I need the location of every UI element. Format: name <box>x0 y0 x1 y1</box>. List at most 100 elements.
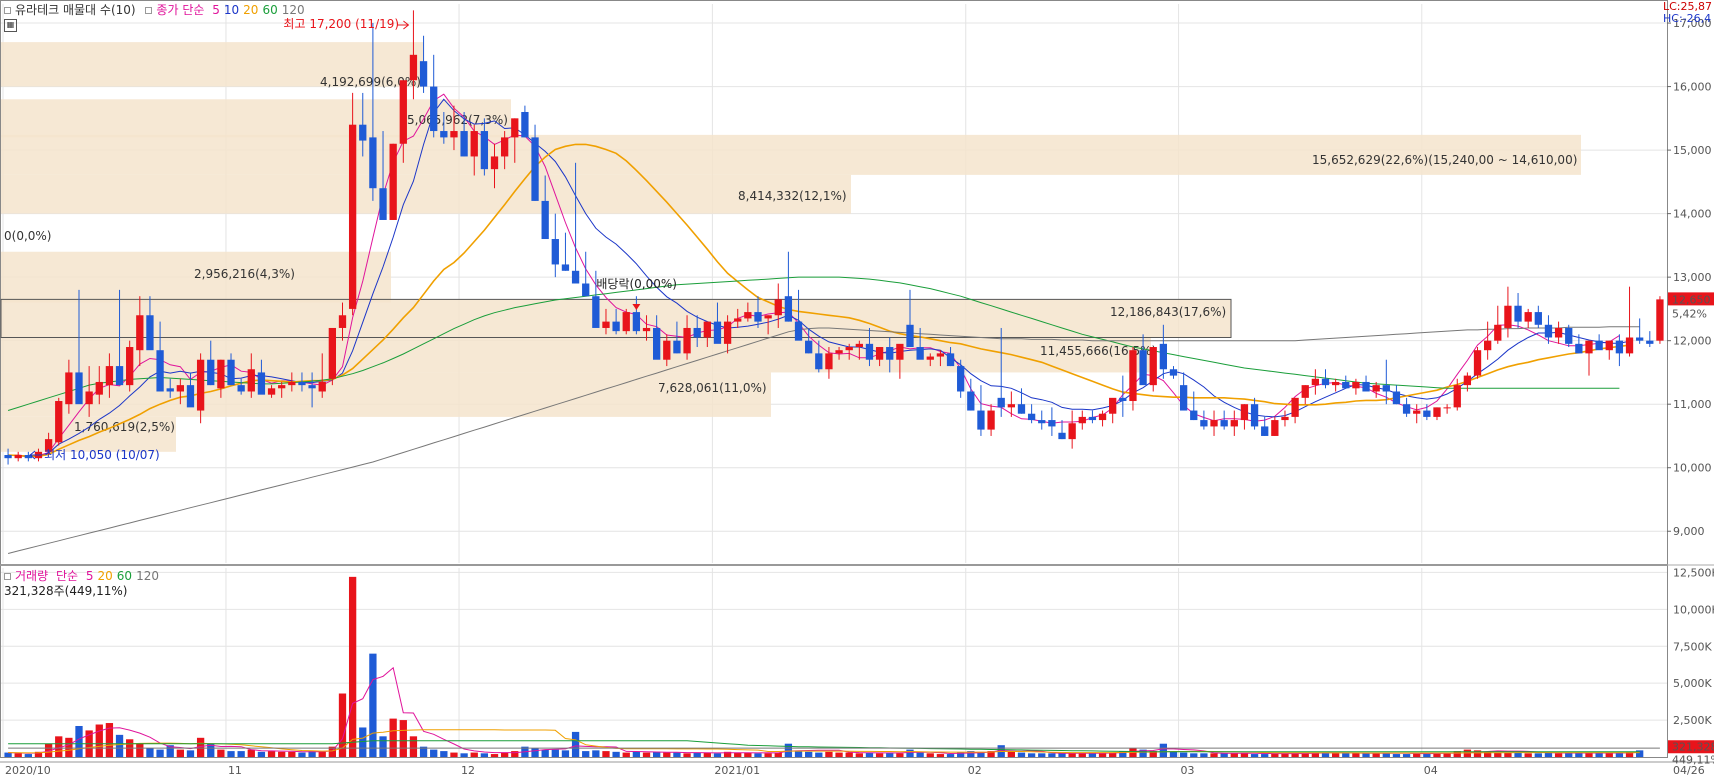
candle <box>176 378 184 405</box>
legend-checkbox-icon[interactable] <box>145 7 153 14</box>
candle <box>815 340 823 373</box>
candle <box>521 105 529 138</box>
candle-body <box>65 372 73 405</box>
candle <box>713 302 722 344</box>
candle-body <box>207 359 215 386</box>
candle <box>490 143 499 189</box>
volume-bar <box>967 751 975 757</box>
candle <box>855 340 863 360</box>
high-annotation: 최고 17,200 (11/19) <box>283 17 399 31</box>
volume-bar <box>642 752 651 757</box>
candle <box>1342 375 1350 389</box>
candle-body <box>490 156 499 170</box>
candle-body <box>1484 340 1492 351</box>
volume-bar <box>794 751 803 757</box>
volume-bar <box>95 724 103 757</box>
candle <box>511 118 519 163</box>
data-table-icon[interactable]: ▦ <box>4 19 17 32</box>
candle <box>1149 347 1157 392</box>
legend-checkbox-icon[interactable] <box>4 7 11 14</box>
date-axis-label: 11 <box>228 764 242 777</box>
candle <box>105 353 114 398</box>
ma5-line <box>8 93 1620 457</box>
volume-bar <box>987 751 995 757</box>
candle-body <box>196 359 205 411</box>
candle <box>886 337 894 373</box>
legend-checkbox-icon[interactable] <box>4 573 11 580</box>
candle-body <box>1514 305 1522 322</box>
volume-profile-label: 5,065,962(7,3%) <box>407 113 508 127</box>
volume-bar <box>1078 753 1086 757</box>
ma60-line <box>7 276 1620 411</box>
candle-body <box>1149 347 1157 386</box>
candle-body <box>389 143 397 220</box>
volume-bar <box>419 746 428 757</box>
candle <box>703 321 711 348</box>
volume-bar <box>1352 753 1360 757</box>
volume-pane-frame <box>0 565 1668 758</box>
volume-profile-band <box>1 416 176 452</box>
high-arrow-icon <box>397 20 410 30</box>
candle-body <box>977 410 985 430</box>
candle <box>1210 410 1218 436</box>
volume-bar <box>176 749 184 757</box>
candle-body <box>551 239 559 265</box>
candle-body <box>1291 397 1299 417</box>
candle-body <box>1646 340 1654 344</box>
candle-body <box>531 137 539 201</box>
candle <box>1048 407 1056 436</box>
candle <box>531 124 539 201</box>
candle <box>257 359 266 395</box>
volume-bar <box>186 750 195 757</box>
candle-body <box>1636 337 1644 341</box>
vma-period-120: 120 <box>136 569 159 583</box>
volume-bar <box>1230 753 1238 757</box>
candle <box>237 378 245 395</box>
candle-body <box>845 347 853 351</box>
volume-vma5-line <box>8 666 1640 755</box>
candle <box>541 175 549 240</box>
candle-body <box>825 353 833 370</box>
candle-body <box>1595 340 1603 351</box>
ma-period-5: 5 <box>212 3 220 17</box>
candle-body <box>1565 327 1573 344</box>
candle-body <box>997 397 1005 408</box>
hc-readout: HC:-26,4 <box>1663 12 1712 25</box>
volume-bar <box>693 752 701 757</box>
volume-profile-band <box>1 99 511 138</box>
candle-body <box>703 321 711 338</box>
candle-body <box>369 137 377 189</box>
ma120-line <box>7 326 1640 554</box>
candle-body <box>288 381 296 386</box>
volume-bar <box>450 752 458 757</box>
candle-body <box>642 327 651 332</box>
candle <box>784 251 793 322</box>
volume-bar <box>1038 753 1046 757</box>
candle-body <box>1453 385 1461 408</box>
candle <box>389 143 397 220</box>
candle <box>1179 372 1188 411</box>
candle <box>946 347 955 367</box>
candle <box>1119 375 1127 417</box>
candle <box>1190 391 1198 421</box>
candle <box>136 296 144 367</box>
candle <box>845 343 853 360</box>
candle <box>1078 410 1086 430</box>
candle <box>146 296 154 351</box>
candle-body <box>419 61 428 87</box>
candle <box>1027 404 1036 424</box>
volume-bar <box>1504 752 1512 757</box>
candle-body <box>126 347 134 386</box>
volume-bar <box>146 748 154 757</box>
candle <box>875 347 884 367</box>
candle-body <box>865 343 874 360</box>
candle-body <box>1331 381 1340 386</box>
candle-body <box>379 188 387 220</box>
volume-bar <box>673 752 681 757</box>
volume-bar <box>1149 751 1157 757</box>
candle-body <box>1473 350 1482 376</box>
candle-body <box>318 381 326 392</box>
volume-profile-band <box>1 42 424 87</box>
candle <box>582 251 590 297</box>
